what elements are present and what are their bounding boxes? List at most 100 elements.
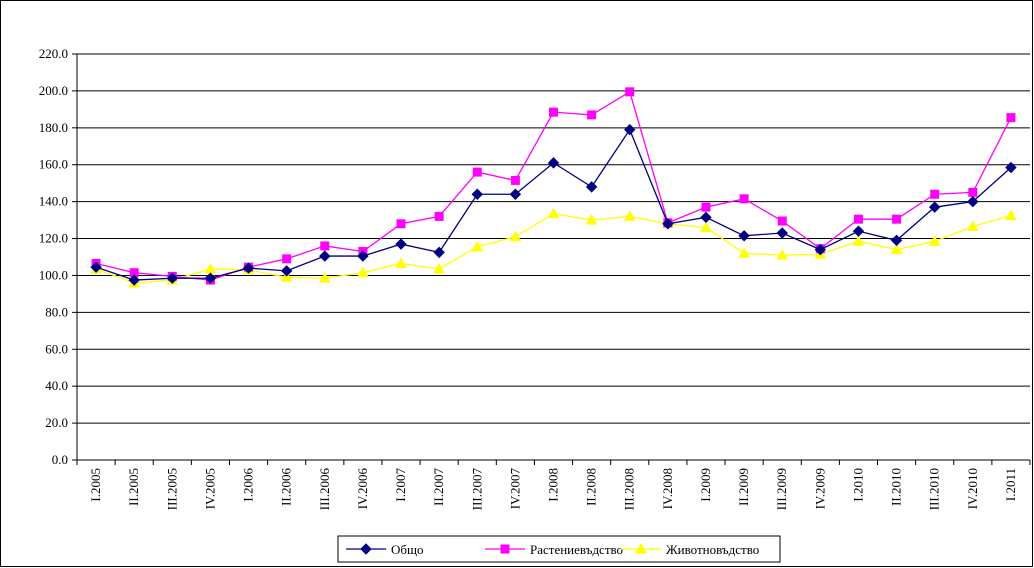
x-tick-label: III.2008 [622,468,637,510]
y-tick-label: 40.0 [45,378,68,393]
data-point [509,230,522,242]
legend-item: Растениевъдство [485,542,623,557]
y-tick-label: 100.0 [39,267,68,282]
data-point [549,107,558,117]
x-tick-label: IV.2006 [355,468,370,510]
data-point [1005,209,1017,220]
data-point [433,246,445,259]
legend-box [337,535,781,563]
series-diamond [90,123,1017,286]
y-tick-label: 160.0 [39,157,68,172]
data-point [471,240,484,252]
data-point [853,214,863,224]
plot-area: 0.0 20.0 40.0 60.0 80.0 100.0 120.0 140.0 160.0 1… [39,46,1031,511]
data-point [357,250,369,262]
x-tick-label: II.2010 [889,468,904,506]
data-point [547,207,560,219]
data-point [930,189,940,199]
data-point [434,211,444,221]
data-point [852,225,865,237]
data-point [814,243,827,256]
y-tick-label: 80.0 [45,304,68,319]
data-point [625,87,635,97]
x-tick-label: III.2010 [927,468,942,510]
data-point [396,219,406,229]
y-tick-label: 20.0 [45,415,68,430]
series-line [95,128,1012,281]
data-point [1005,161,1017,174]
data-point [966,220,979,232]
x-tick-label: III.2006 [317,468,332,511]
y-tick-label: 0.0 [52,452,68,467]
legend-item: Животновъдство [621,542,759,557]
series-square [91,87,1016,285]
x-tick-label: I.2011 [1003,468,1018,501]
data-point [928,235,941,246]
x-tick-label: I.2005 [88,468,103,502]
x-tick-label: IV.2007 [507,468,522,510]
data-point [547,157,560,169]
data-point [890,243,903,255]
data-point [280,271,293,282]
x-tick-label: IV.2008 [660,468,675,509]
x-tick-label: I.2007 [393,468,408,502]
data-point [242,262,255,274]
data-point [776,227,788,239]
legend: Общо Растениевъдство Животновъдство [337,535,781,563]
data-point [890,234,903,247]
x-tick-label: IV.2009 [812,468,827,509]
data-point [928,201,941,213]
data-point [776,249,789,260]
x-tick-label: IV.2010 [965,468,980,509]
data-point [510,175,520,185]
y-tick-label: 120.0 [39,231,68,246]
data-point [738,247,750,258]
data-point [471,188,483,200]
y-tick-label: 140.0 [39,194,68,209]
data-point [738,230,750,242]
x-tick-label: III.2009 [774,468,789,510]
legend-label: Общо [391,542,424,557]
x-tick-label: II.2007 [431,468,446,506]
data-point [585,214,598,225]
x-tick-label: II.2006 [279,468,294,506]
data-point [433,262,445,274]
y-tick-label: 180.0 [39,120,68,135]
x-tick-label: I.2010 [850,468,865,502]
y-tick-label: 200.0 [39,83,68,98]
x-tick-label: II.2009 [736,468,751,506]
y-tick-label: 220.0 [39,46,68,61]
x-tick-label: I.2008 [546,468,561,502]
data-point [739,194,749,204]
data-point [395,238,407,250]
data-point [967,195,979,208]
data-point [204,272,217,284]
data-point [1006,113,1016,123]
data-point [587,110,597,120]
x-tick-label: IV.2005 [202,468,217,509]
data-point [280,265,293,277]
data-point [472,167,482,177]
x-tick-label: I.2009 [698,468,713,502]
data-point [700,221,712,232]
data-point [585,181,598,193]
data-point [852,235,865,246]
data-point [777,216,787,226]
data-point [700,211,712,224]
data-point [395,257,407,268]
data-point [624,123,636,136]
data-point [319,250,331,262]
data-point [166,272,179,284]
data-point [282,254,292,264]
data-point [357,266,369,278]
data-point [623,210,636,221]
x-tick-label: I.2006 [241,468,256,502]
y-tick-label: 60.0 [45,341,68,356]
data-point [320,241,330,251]
data-point [318,272,331,283]
legend-label: Растениевъдство [530,542,623,557]
data-point [892,214,902,224]
x-tick-label: III.2007 [469,468,484,511]
legend-item: Общо [346,542,424,557]
